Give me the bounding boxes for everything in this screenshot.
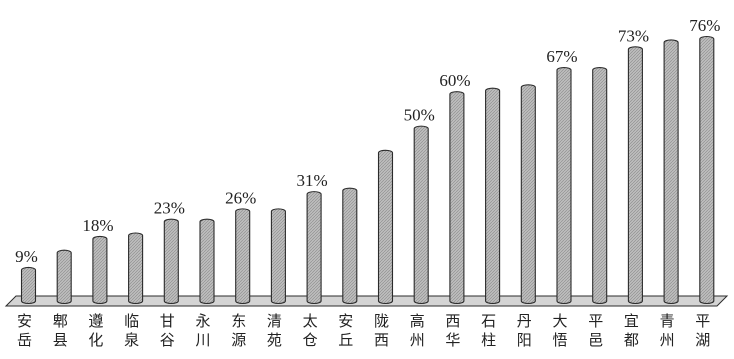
bar-17 <box>592 66 608 305</box>
data-label: 50% <box>404 106 435 125</box>
data-label: 73% <box>618 26 649 45</box>
data-label: 26% <box>225 188 256 207</box>
bar-2 <box>56 249 72 305</box>
bar-9 <box>306 191 322 305</box>
data-label: 23% <box>154 199 185 218</box>
category-label: 丹阳 <box>517 312 532 349</box>
bar-11 <box>377 149 394 305</box>
data-label: 76% <box>689 16 720 35</box>
data-label: 18% <box>82 216 113 235</box>
chart-floor <box>4 295 729 307</box>
category-label: 西华 <box>445 312 460 349</box>
bar-8 <box>270 208 286 305</box>
bar-14 <box>485 87 501 305</box>
bar-12 <box>413 125 429 305</box>
bar-7 <box>235 208 251 305</box>
category-label: 东源 <box>231 312 246 349</box>
bar-18 <box>627 46 643 305</box>
bar-5 <box>163 218 179 305</box>
floor-platform <box>4 295 729 307</box>
category-label: 临泉 <box>124 312 139 349</box>
category-label: 安岳 <box>17 312 32 349</box>
data-label: 9% <box>15 247 38 266</box>
category-label: 高州 <box>410 312 425 349</box>
category-label: 永川 <box>195 312 210 349</box>
data-label: 31% <box>297 171 328 190</box>
category-label: 大悟 <box>552 312 567 349</box>
category-label: 太仓 <box>303 312 318 349</box>
data-label: 67% <box>546 47 577 66</box>
bar-16 <box>556 66 572 305</box>
category-label: 清苑 <box>267 312 282 349</box>
bar-19 <box>663 39 679 305</box>
category-label: 平邑 <box>588 312 603 349</box>
bar-3 <box>92 235 108 305</box>
category-label: 郫县 <box>53 312 68 349</box>
bar-1 <box>20 266 37 305</box>
bar-20 <box>699 35 715 305</box>
bar-10 <box>342 187 358 305</box>
data-labels-group: 9% 18% 23% 26% 31% 50%60% 67% 73% 76% <box>15 16 720 266</box>
bar-4 <box>128 232 144 305</box>
category-label: 甘谷 <box>160 312 175 349</box>
category-label: 青州 <box>660 312 675 349</box>
category-label: 平湖 <box>695 312 710 349</box>
category-label: 宜都 <box>624 312 639 349</box>
bar-15 <box>520 84 536 305</box>
bar-13 <box>449 91 465 305</box>
data-label: 60% <box>439 71 470 90</box>
category-label: 陇西 <box>374 312 389 349</box>
category-label: 遵化 <box>88 312 103 349</box>
category-label: 安丘 <box>338 312 353 349</box>
bar-6 <box>199 218 215 305</box>
category-label: 石柱 <box>481 312 496 349</box>
bars-group <box>20 35 715 305</box>
